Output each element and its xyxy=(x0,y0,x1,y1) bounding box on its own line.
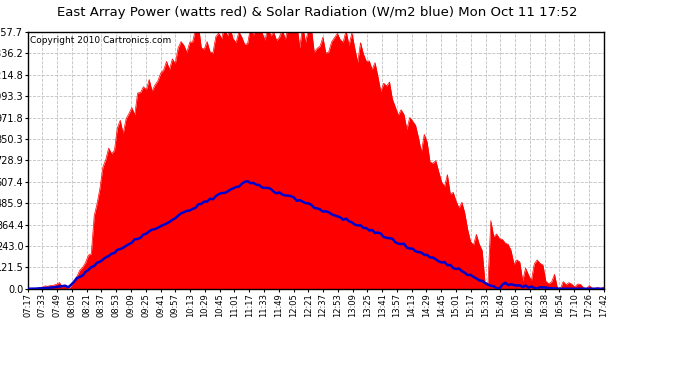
Text: Copyright 2010 Cartronics.com: Copyright 2010 Cartronics.com xyxy=(30,36,172,45)
Text: East Array Power (watts red) & Solar Radiation (W/m2 blue) Mon Oct 11 17:52: East Array Power (watts red) & Solar Rad… xyxy=(57,6,578,19)
